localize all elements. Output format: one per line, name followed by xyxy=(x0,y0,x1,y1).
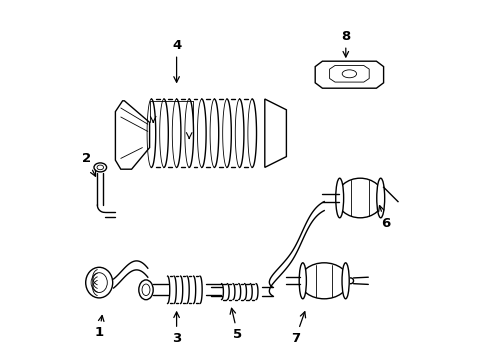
Ellipse shape xyxy=(142,284,150,296)
Text: 2: 2 xyxy=(82,152,96,176)
Ellipse shape xyxy=(94,163,107,172)
Ellipse shape xyxy=(97,165,103,170)
Text: 1: 1 xyxy=(95,315,104,339)
Ellipse shape xyxy=(300,263,348,299)
Ellipse shape xyxy=(337,178,384,218)
Ellipse shape xyxy=(91,273,107,292)
Ellipse shape xyxy=(299,263,306,299)
Text: 5: 5 xyxy=(230,308,243,341)
Ellipse shape xyxy=(377,178,385,218)
Polygon shape xyxy=(315,61,384,88)
Text: 3: 3 xyxy=(172,312,181,345)
Ellipse shape xyxy=(139,280,153,300)
Ellipse shape xyxy=(86,267,113,298)
Polygon shape xyxy=(265,99,286,167)
Polygon shape xyxy=(330,66,369,82)
Polygon shape xyxy=(116,101,149,169)
Text: 4: 4 xyxy=(172,39,181,82)
Text: 6: 6 xyxy=(379,206,390,230)
Ellipse shape xyxy=(336,178,343,218)
Ellipse shape xyxy=(342,70,357,78)
Ellipse shape xyxy=(342,263,349,299)
Text: 8: 8 xyxy=(341,30,350,57)
Text: 7: 7 xyxy=(291,312,306,345)
